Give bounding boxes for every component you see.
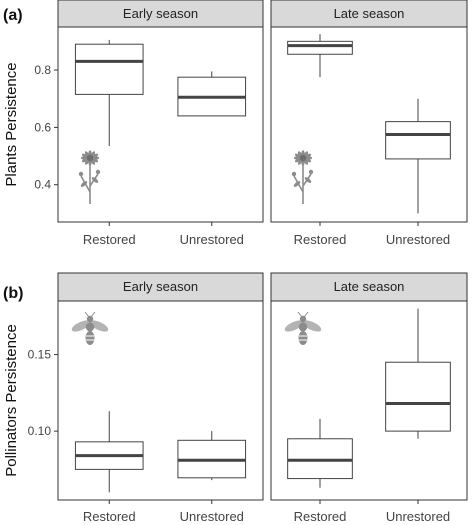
facet-title: Late season — [334, 6, 405, 21]
flower-petal — [81, 158, 88, 163]
box-unrestored — [177, 431, 247, 481]
panel-b: (b) Pollinators Persistence Early season 0.… — [3, 272, 468, 524]
box-restored — [287, 418, 353, 488]
y-tick-label: 0.4 — [34, 178, 51, 192]
x-tick-label: Unrestored — [386, 509, 450, 524]
bee-antenna — [84, 311, 96, 318]
bee-wing — [89, 320, 109, 332]
bee-wing — [302, 320, 322, 332]
flower-petal — [92, 153, 99, 158]
bee-icon — [284, 311, 322, 345]
flower-bud — [78, 171, 84, 177]
bee-abdomen — [298, 331, 308, 345]
x-tick-label: Unrestored — [386, 232, 450, 247]
facet-early-season: Early season 0.4 0.6 0.8 Restored Unrestored — [34, 0, 264, 247]
flower-petal — [294, 153, 301, 158]
bee-icon — [71, 311, 109, 345]
facet-early-season: Early season 0.10 0.15 Restored Unrestored — [28, 272, 264, 524]
x-tick-label: Restored — [83, 509, 136, 524]
facet-strip — [57, 272, 264, 302]
bee-stripes — [86, 335, 94, 341]
bee-thorax — [298, 322, 308, 332]
flower-icon — [291, 150, 314, 204]
x-tick-label: Restored — [294, 509, 347, 524]
bee-antenna — [297, 311, 309, 318]
flower-leaf — [293, 181, 301, 187]
flower-center — [86, 154, 94, 162]
y-tick-label: 0.6 — [34, 120, 51, 134]
flower-petal — [81, 153, 88, 158]
x-tick-label: Restored — [83, 232, 136, 247]
flower-center — [299, 154, 307, 162]
facet-title: Early season — [123, 279, 198, 294]
bee-wing — [71, 320, 91, 332]
flower-leaf — [80, 181, 88, 187]
y-tick-label: 0.10 — [28, 424, 52, 438]
panel-label: (b) — [3, 285, 23, 302]
box-restored — [74, 411, 144, 493]
panel-a: (a) Plants Persistence Early season 0.4 0.6 0… — [3, 0, 468, 247]
box-restored — [287, 34, 353, 78]
flower-petal — [305, 153, 312, 158]
box-iqr — [385, 361, 451, 432]
bee-abdomen — [85, 331, 95, 345]
y-axis-label: Plants Persistence — [3, 62, 20, 186]
box-unrestored — [385, 98, 451, 214]
flower-leaf — [304, 177, 312, 183]
box-iqr — [74, 43, 144, 95]
flower-petal — [294, 158, 301, 163]
flower-icon — [78, 150, 101, 204]
bee-thorax — [85, 322, 95, 332]
bee-head — [86, 315, 94, 323]
flower-bud — [308, 169, 314, 175]
flower-bud — [291, 171, 297, 177]
y-tick-label: 0.15 — [28, 348, 52, 362]
flower-bud — [95, 169, 101, 175]
box-unrestored — [385, 308, 451, 439]
facet-title: Early season — [123, 6, 198, 21]
box-iqr — [287, 40, 353, 55]
flower-petal — [305, 158, 312, 163]
flower-petal — [92, 158, 99, 163]
panel-label: (a) — [3, 7, 23, 24]
facet-strip — [270, 0, 468, 28]
box-iqr — [385, 121, 451, 160]
x-tick-label: Restored — [294, 232, 347, 247]
box-iqr — [287, 438, 353, 480]
flower-leaf — [91, 177, 99, 183]
y-axis-label: Pollinators Persistence — [3, 324, 20, 477]
x-tick-label: Unrestored — [180, 509, 244, 524]
box-restored — [74, 39, 144, 147]
bee-wing — [284, 320, 304, 332]
bee-stripes — [299, 335, 307, 341]
facet-strip — [57, 0, 264, 28]
box-unrestored — [177, 71, 247, 117]
facet-late-season: Late season Restored Unrestored — [270, 0, 468, 247]
x-tick-label: Unrestored — [180, 232, 244, 247]
y-tick-label: 0.8 — [34, 63, 51, 77]
bee-head — [299, 315, 307, 323]
facet-late-season: Late season Restored Unrestored — [270, 272, 468, 524]
facet-title: Late season — [334, 279, 405, 294]
